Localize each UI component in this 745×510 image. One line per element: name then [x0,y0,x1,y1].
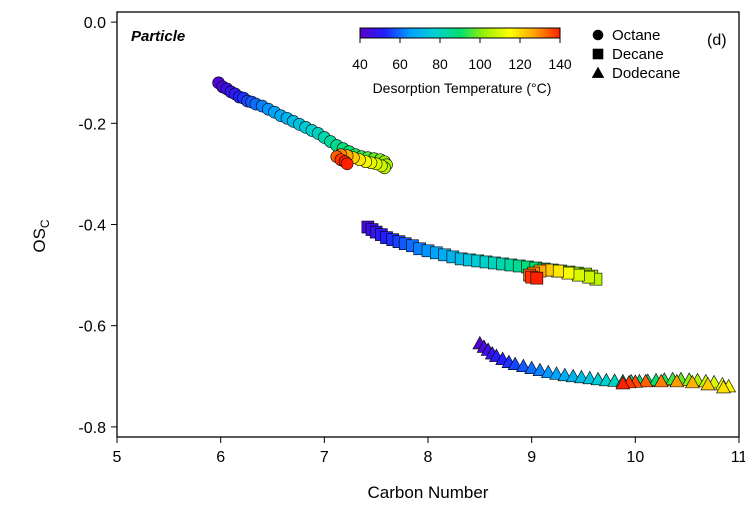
colorbar-tick-label: 140 [548,56,572,72]
data-point [532,362,548,377]
data-point [515,358,531,372]
data-point [716,379,731,394]
y-tick-label: -0.2 [78,116,106,133]
data-point [540,364,556,379]
colorbar-gradient [359,27,561,39]
y-tick-label: 0.0 [84,15,106,32]
x-axis: 5 6 7 8 9 10 11 [113,437,745,466]
x-tick-label: 9 [527,449,536,466]
y-axis-title: OSC [30,219,52,253]
colorbar-title: Desorption Temperature (°C) [373,80,552,96]
data-point [700,376,716,391]
data-point [549,366,564,380]
series-octane [212,76,393,175]
colorbar: 40 60 80 100 120 140 Desorption Temperature (… [352,27,572,96]
x-axis-title: Carbon Number [368,483,489,502]
panel-tag: (d) [707,32,727,49]
data-point [653,373,669,388]
series-dodecane [472,335,737,394]
data-point [524,360,540,375]
colorbar-ticks: 40 60 80 100 120 140 [352,38,572,72]
x-tick-label: 5 [113,449,122,466]
legend-label: Dodecane [612,65,680,82]
points-layer [212,76,737,394]
x-tick-label: 7 [320,449,329,466]
x-tick-label: 6 [216,449,225,466]
colorbar-tick-label: 120 [508,56,532,72]
legend-marker [592,29,604,41]
y-axis-title-main: OS [30,228,49,253]
y-axis: 0.0 -0.2 -0.4 -0.6 -0.8 [78,15,117,437]
legend-marker [591,66,605,78]
x-tick-label: 10 [626,449,644,466]
legend-label: Octane [612,27,660,44]
colorbar-tick-label: 60 [392,56,408,72]
legend-marker [592,48,604,60]
series-decane [361,220,603,286]
y-tick-label: -0.4 [78,218,106,235]
data-point [615,375,631,390]
data-point [340,157,354,171]
legend-label: Decane [612,46,664,63]
x-tick-label: 11 [731,449,745,466]
colorbar-tick-label: 80 [432,56,448,72]
y-axis-title-sub: C [38,219,52,228]
data-point [507,356,523,370]
x-tick-label: 8 [424,449,433,466]
y-tick-label: -0.6 [78,319,106,336]
y-tick-label: -0.8 [78,420,106,437]
colorbar-tick-label: 100 [468,56,492,72]
data-point [530,271,544,285]
data-point [684,374,700,389]
colorbar-tick-label: 40 [352,56,368,72]
data-point [669,373,685,388]
data-point [638,373,654,388]
panel-label: Particle [131,28,185,45]
legend: Octane Decane Dodecane [591,27,680,82]
